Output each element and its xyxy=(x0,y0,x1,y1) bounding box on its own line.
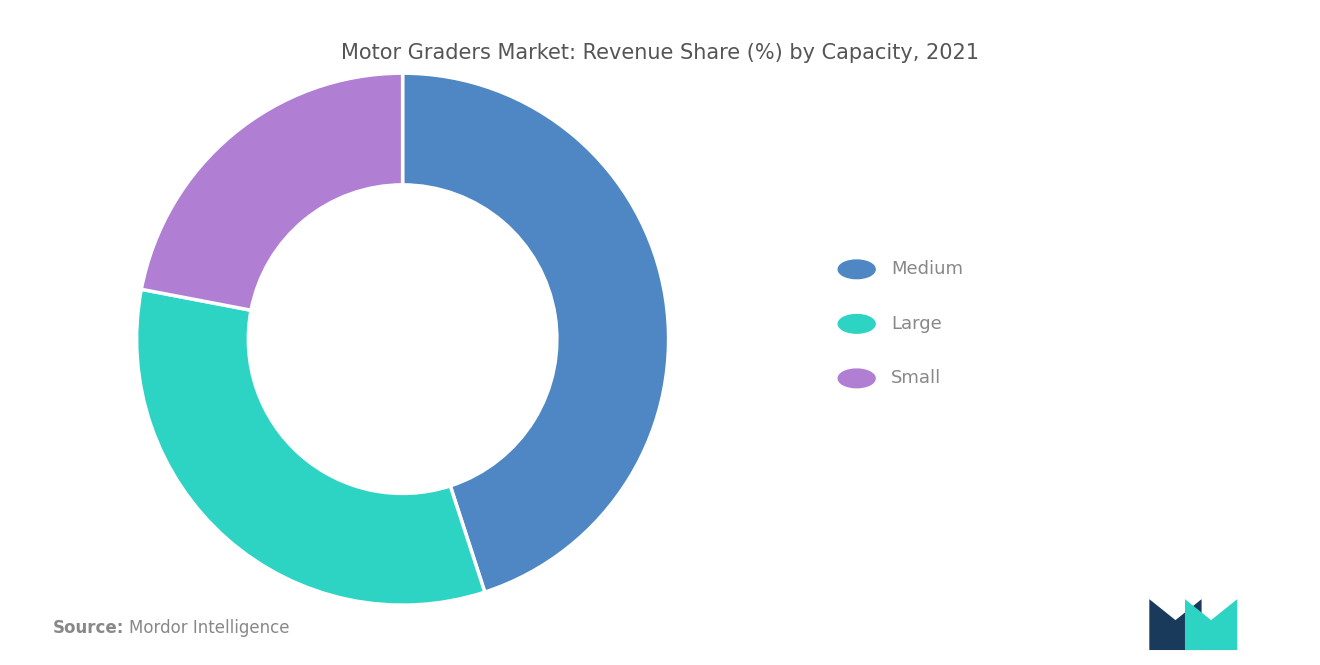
Polygon shape xyxy=(1150,599,1201,650)
Polygon shape xyxy=(1185,599,1237,650)
Text: Medium: Medium xyxy=(891,260,964,279)
Text: Source:: Source: xyxy=(53,619,124,637)
Wedge shape xyxy=(141,73,403,311)
Text: Mordor Intelligence: Mordor Intelligence xyxy=(129,619,290,637)
Wedge shape xyxy=(403,73,669,592)
Text: Small: Small xyxy=(891,369,941,388)
Text: Motor Graders Market: Revenue Share (%) by Capacity, 2021: Motor Graders Market: Revenue Share (%) … xyxy=(341,43,979,63)
Text: Large: Large xyxy=(891,315,941,333)
Wedge shape xyxy=(136,289,484,605)
